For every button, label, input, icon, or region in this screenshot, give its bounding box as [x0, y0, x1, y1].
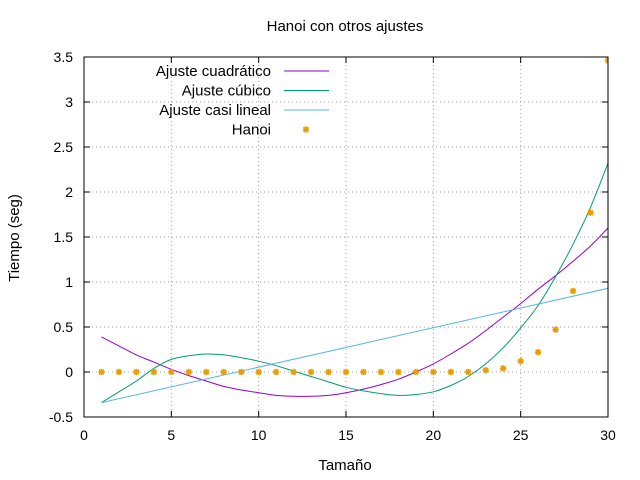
y-tick-label: 3.5 [54, 49, 74, 65]
data-point [342, 368, 350, 376]
data-point [307, 368, 315, 376]
x-tick-label: 5 [167, 427, 175, 443]
series-line-0 [101, 227, 608, 397]
y-tick-label: 0.5 [54, 319, 74, 335]
legend-swatch [302, 126, 310, 133]
data-point [465, 368, 472, 376]
x-axis-label: Tamaño [318, 457, 371, 474]
legend-label: Ajuste cúbico [182, 83, 271, 100]
chart-title: Hanoi con otros ajustes [267, 18, 424, 35]
x-tick-label: 0 [80, 427, 88, 443]
data-point [238, 368, 245, 376]
x-tick-label: 10 [251, 427, 267, 443]
data-point [168, 368, 175, 376]
legend-label: Hanoi [232, 122, 271, 139]
data-point [150, 368, 158, 376]
y-tick-label: 3 [65, 94, 73, 110]
data-point [552, 326, 559, 333]
series-layer [98, 57, 608, 404]
data-point [185, 368, 192, 376]
legend-label: Ajuste cuadrático [156, 63, 271, 80]
data-point [325, 368, 332, 376]
data-point [133, 368, 140, 376]
data-point [534, 349, 542, 356]
data-point [98, 368, 105, 376]
data-point [412, 368, 420, 376]
data-point [569, 287, 577, 295]
axis-ticks: 0 5 10 15 20 25 30 -0.5 0 0.5 1 1.5 2 2.5 3 3.5 [49, 49, 616, 443]
data-point [377, 368, 385, 376]
legend-label: Ajuste casi lineal [159, 102, 271, 119]
data-point [203, 368, 210, 376]
data-point [482, 367, 489, 374]
data-point [290, 368, 297, 376]
y-tick-label: 2 [65, 184, 73, 200]
data-point [500, 365, 507, 372]
y-tick-label: -0.5 [49, 409, 73, 425]
y-tick-label: 2.5 [54, 139, 74, 155]
data-point [430, 368, 437, 376]
data-point [255, 368, 262, 376]
data-point [272, 368, 280, 376]
data-point [220, 368, 227, 376]
series-line-1 [101, 163, 608, 404]
x-tick-label: 30 [600, 427, 616, 443]
data-point [115, 368, 123, 376]
y-tick-label: 1.5 [54, 229, 74, 245]
data-point [587, 209, 594, 216]
x-tick-label: 20 [426, 427, 442, 443]
series-line-2 [101, 287, 608, 404]
y-tick-label: 0 [65, 364, 73, 380]
x-tick-label: 15 [338, 427, 354, 443]
y-tick-label: 1 [65, 274, 73, 290]
data-point [395, 368, 402, 376]
x-tick-label: 25 [513, 427, 529, 443]
data-point [447, 368, 454, 376]
data-point [360, 368, 367, 376]
data-point [517, 358, 524, 365]
grid-lines [84, 57, 608, 417]
y-axis-label: Tiempo (seg) [6, 194, 23, 282]
legend: Ajuste cuadrático Ajuste cúbico Ajuste cas… [156, 63, 329, 139]
